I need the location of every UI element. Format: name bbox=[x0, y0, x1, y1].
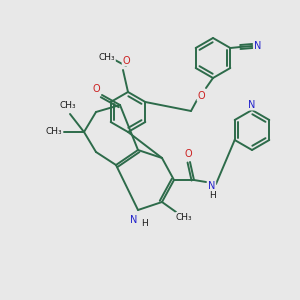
Text: O: O bbox=[184, 149, 192, 159]
Text: O: O bbox=[92, 84, 100, 94]
Text: O: O bbox=[122, 56, 130, 66]
Text: CH₃: CH₃ bbox=[46, 128, 62, 136]
Text: CH₃: CH₃ bbox=[99, 53, 115, 62]
Text: H: H bbox=[208, 191, 215, 200]
Text: H: H bbox=[141, 220, 147, 229]
Text: CH₃: CH₃ bbox=[176, 212, 192, 221]
Text: O: O bbox=[197, 91, 205, 101]
Text: N: N bbox=[208, 181, 216, 191]
Text: N: N bbox=[248, 100, 256, 110]
Text: CH₃: CH₃ bbox=[60, 101, 76, 110]
Text: N: N bbox=[130, 215, 138, 225]
Text: N: N bbox=[254, 41, 261, 51]
